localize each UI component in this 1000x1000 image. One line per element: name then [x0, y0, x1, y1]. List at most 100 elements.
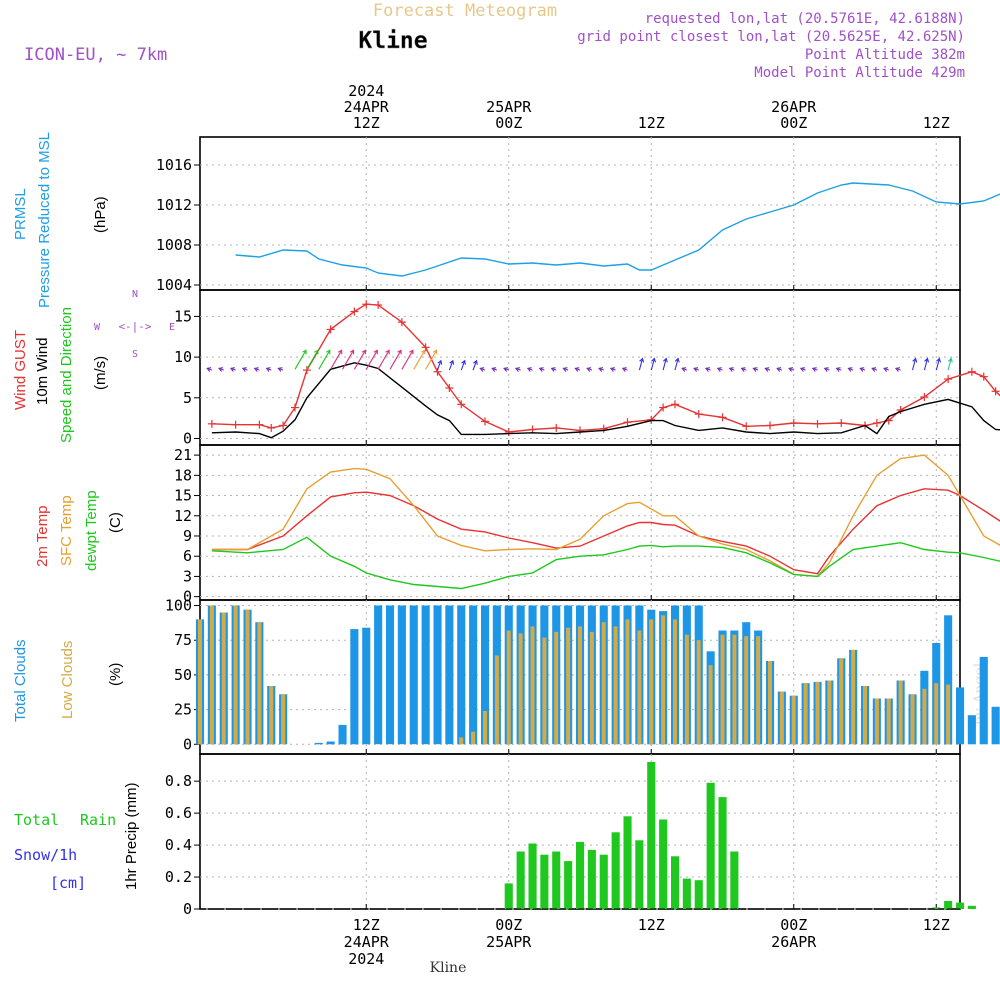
gust-marker [766, 421, 774, 430]
bar-total-clouds [979, 656, 988, 745]
panel-frame-wind [199, 289, 961, 446]
wind-arrow-head [716, 367, 722, 372]
bar-low-clouds [483, 711, 487, 745]
bar-low-clouds [696, 640, 701, 745]
bar-rain [540, 854, 549, 909]
bar-rain [694, 880, 703, 909]
bar-low-clouds [803, 683, 808, 745]
wind-arrow-head [728, 367, 734, 372]
bar-low-clouds [827, 680, 832, 745]
wind-arrow-head [314, 349, 319, 355]
temp-ylabel: (C) [107, 512, 124, 533]
wind-arrow [460, 360, 466, 371]
wind-compass-rose: N S W E <-|-> [94, 289, 175, 360]
wind-arrow-head [265, 367, 271, 372]
gust-marker [979, 372, 988, 381]
bar-total-clouds [362, 627, 371, 745]
series-line-wind-gust [211, 303, 1000, 433]
wind-arrow-head [674, 357, 680, 363]
bar-low-clouds [471, 731, 476, 745]
panel-temperature: 0 3 6 9 12 15 18 21 [174, 444, 1000, 606]
wind-arrow-head [752, 367, 758, 372]
wind-arrow-head [491, 367, 497, 372]
bar-low-clouds [732, 634, 737, 745]
y-tick-label: 3 [183, 567, 192, 585]
chart-title: Forecast Meteogram [373, 1, 557, 21]
panel-frame-pressure [199, 136, 961, 291]
pressure-label-prmsl: PRMSL [12, 188, 29, 240]
precip-label-snow: Snow/1h [14, 846, 77, 864]
y-tick-label: 0 [183, 429, 192, 447]
bar-low-clouds [815, 681, 820, 745]
bar-low-clouds [779, 691, 784, 745]
gust-marker [207, 419, 216, 428]
gust-marker [231, 420, 240, 429]
panel-pressure: 1004 1008 1012 1016 [156, 136, 1000, 294]
bar-low-clouds [637, 630, 642, 745]
bar-low-clouds [554, 631, 559, 745]
gust-marker [789, 419, 798, 428]
gust-marker [837, 419, 846, 428]
bottom-time-label: 26APR [771, 933, 817, 951]
plot-layer: 1004100810121016051015036912151821025507… [156, 82, 1000, 968]
panel-clouds: 0 25 50 75 100 [165, 597, 1000, 755]
wind-arrow-head [461, 359, 466, 365]
bar-total-clouds [374, 605, 383, 745]
y-tick-label: 0.8 [165, 772, 192, 790]
bar-rain [671, 856, 680, 909]
precip-label-cm: [cm] [50, 874, 86, 892]
temp-label-sfc: SFC Temp [58, 495, 75, 566]
compass-e: E [169, 322, 175, 333]
wind-arrow-head [894, 367, 900, 372]
bar-rain [718, 797, 727, 909]
bar-rain [647, 762, 656, 909]
wind-arrow [401, 350, 414, 370]
model-label: ICON-EU, ~ 7km [24, 45, 167, 65]
wind-arrow-head [361, 349, 366, 355]
top-time-label: 12Z [353, 114, 380, 132]
bar-rain [623, 816, 632, 909]
bar-low-clouds [874, 698, 879, 745]
wind-arrow-head [776, 367, 782, 372]
top-time-label: 2024 [348, 82, 384, 100]
bar-total-clouds [469, 605, 478, 745]
model-altitude: Model Point Altitude 429m [754, 65, 965, 81]
bar-total-clouds [409, 605, 418, 745]
gust-marker [445, 384, 454, 393]
y-tick-label: 50 [174, 666, 192, 684]
bar-low-clouds [578, 626, 582, 745]
bar-rain [576, 841, 585, 909]
panel-precipitation: 0 0.2 0.4 0.6 0.8 [165, 753, 976, 918]
bar-total-clouds [944, 615, 953, 745]
wind-arrow-head [936, 357, 942, 363]
gust-marker [374, 301, 383, 310]
wind-arrow-head [948, 357, 953, 363]
y-tick-label: 15 [174, 307, 192, 325]
gust-marker [326, 325, 335, 334]
wind-arrow-head [385, 349, 390, 355]
wind-label-10m: 10m Wind [34, 337, 51, 405]
top-time-label: 00Z [495, 114, 522, 132]
wind-arrow [306, 350, 319, 370]
wind-arrow-head [514, 367, 520, 372]
gust-marker [647, 415, 656, 424]
wind-arrow-head [788, 367, 794, 372]
bar-rain [932, 907, 941, 909]
series-line-10m-wind [211, 362, 1000, 439]
bar-rain [552, 851, 561, 909]
bar-low-clouds [269, 686, 274, 745]
wind-arrow-head [639, 357, 645, 363]
wind-arrow-head [562, 367, 568, 372]
bar-total-clouds [386, 605, 395, 745]
gust-marker [872, 419, 881, 428]
precip-ylabel: 1hr Precip (mm) [123, 782, 140, 890]
y-tick-label: 1012 [156, 196, 192, 214]
location-title: Kline [358, 28, 427, 54]
wind-arrow [638, 358, 644, 371]
bar-total-clouds [338, 724, 347, 745]
bar-low-clouds [886, 698, 891, 745]
wind-arrow-head [609, 367, 615, 372]
y-tick-label: 1016 [156, 156, 192, 174]
bar-low-clouds [839, 658, 844, 745]
